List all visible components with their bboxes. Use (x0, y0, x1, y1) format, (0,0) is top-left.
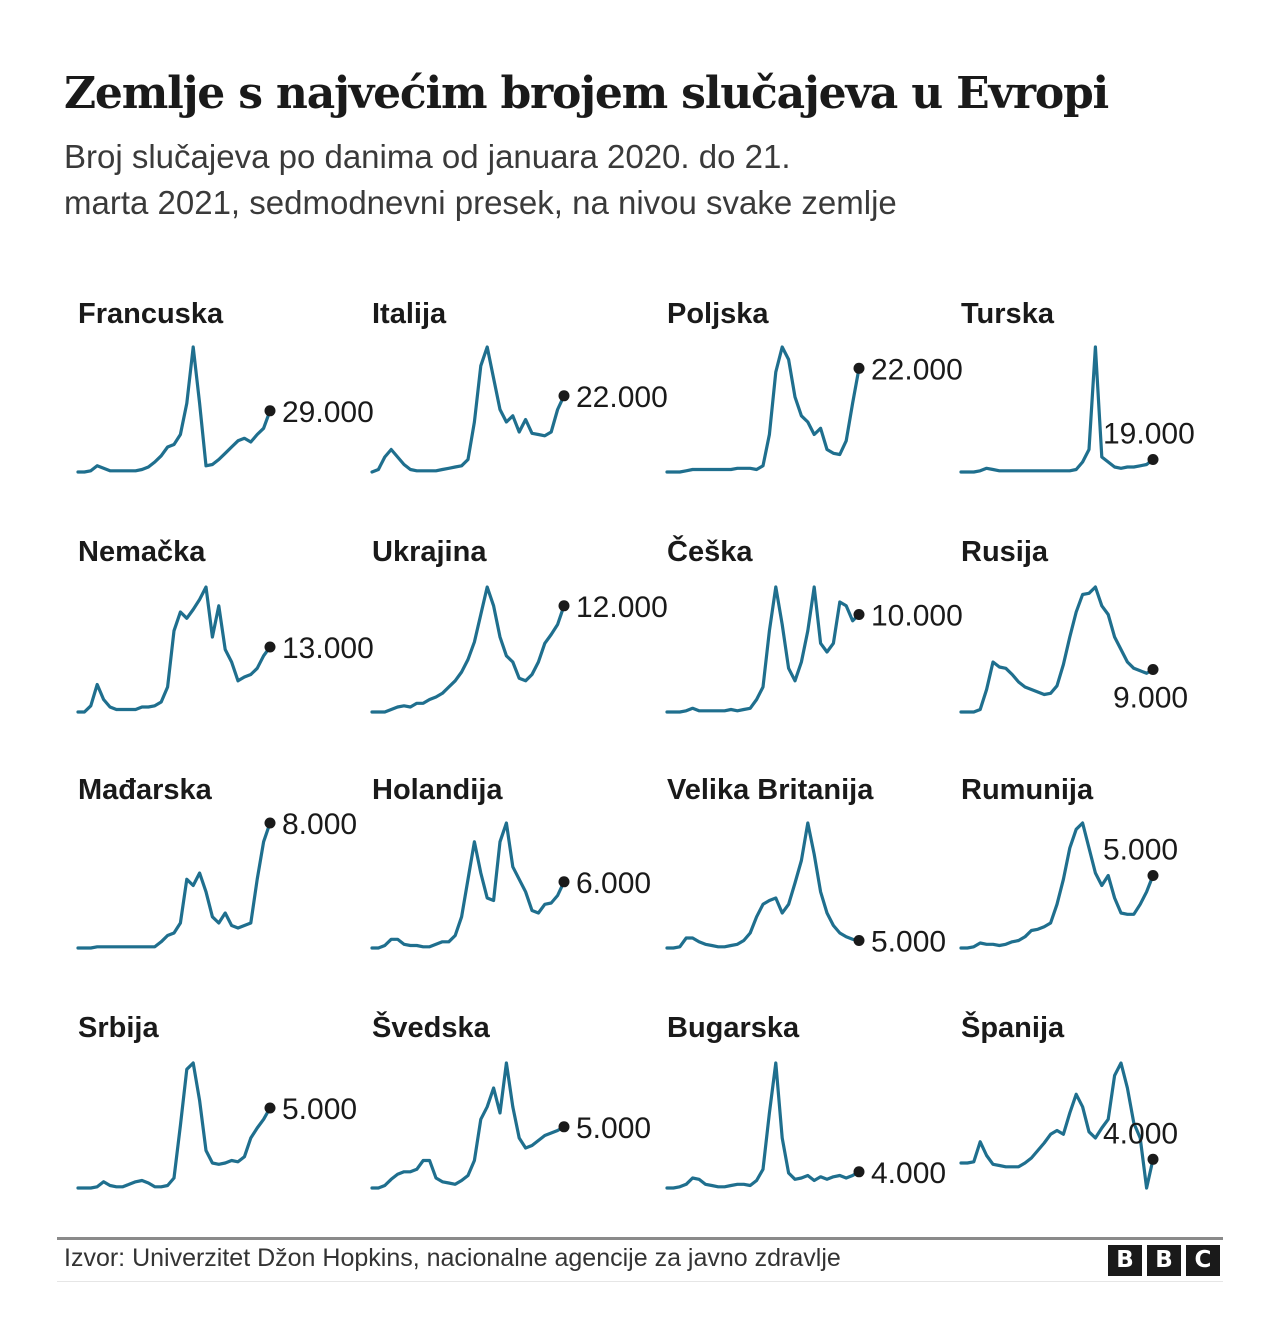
end-value-label: 19.000 (1103, 418, 1195, 451)
end-value-label: 13.000 (282, 632, 374, 665)
end-value-label: 5.000 (871, 926, 946, 959)
chart-title: Zemlje s najvećim brojem slučajeva u Evr… (64, 68, 1109, 119)
end-value-label: 6.000 (576, 867, 651, 900)
end-point-dot (264, 641, 276, 653)
panel-title: Turska (961, 298, 1054, 330)
subtitle-line-2: marta 2021, sedmodnevni presek, na nivou… (64, 184, 897, 221)
end-value-label: 9.000 (1113, 682, 1188, 715)
series-line (76, 345, 272, 474)
panel-title: Ukrajina (372, 536, 487, 568)
end-value-label: 4.000 (871, 1157, 946, 1190)
end-value-label: 10.000 (871, 600, 963, 633)
end-value-label: 4.000 (1103, 1117, 1178, 1150)
end-value-label: 22.000 (576, 381, 668, 414)
end-value-label: 12.000 (576, 591, 668, 624)
series-line (370, 1061, 566, 1190)
panel-title: Velika Britanija (667, 774, 874, 806)
series-line (76, 1061, 272, 1190)
end-point-dot (1147, 1153, 1159, 1165)
end-point-dot (264, 405, 276, 417)
end-point-dot (264, 1102, 276, 1114)
bbc-logo-letter: B (1147, 1245, 1181, 1276)
panel-title: Švedska (372, 1012, 490, 1044)
end-point-dot (558, 600, 570, 612)
series-line (370, 345, 566, 474)
panel-title: Mađarska (78, 774, 212, 806)
end-point-dot (558, 390, 570, 402)
end-point-dot (1147, 664, 1159, 675)
panel-title: Rusija (961, 536, 1049, 568)
bbc-logo-letter: C (1186, 1245, 1220, 1276)
panel-title: Poljska (667, 298, 769, 330)
footer-divider (57, 1237, 1223, 1240)
panel-title: Rumunija (961, 774, 1094, 806)
series-line (959, 345, 1155, 474)
end-point-dot (558, 876, 570, 888)
panel-title: Italija (372, 298, 447, 330)
end-value-label: 8.000 (282, 808, 357, 841)
end-value-label: 5.000 (576, 1112, 651, 1145)
bbc-logo-letter: B (1108, 1245, 1142, 1276)
end-value-label: 5.000 (1103, 834, 1178, 867)
series-line (959, 585, 1155, 714)
end-point-dot (1147, 454, 1159, 465)
end-point-dot (264, 817, 276, 829)
end-point-dot (853, 935, 865, 946)
panel-title: Nemačka (78, 536, 206, 568)
series-line (370, 821, 566, 950)
panel-title: Češka (667, 536, 753, 568)
panel-title: Francuska (78, 298, 224, 330)
panel-title: Holandija (372, 774, 503, 806)
panel-title: Španija (961, 1012, 1065, 1044)
chart-subtitle: Broj slučajeva po danima od januara 2020… (64, 134, 1164, 226)
series-line (76, 821, 272, 950)
end-point-dot (1147, 870, 1159, 881)
panel-title: Bugarska (667, 1012, 800, 1044)
series-line (76, 585, 272, 714)
end-value-label: 29.000 (282, 396, 374, 429)
source-note: Izvor: Univerzitet Džon Hopkins, naciona… (64, 1244, 841, 1272)
series-line (370, 585, 566, 714)
series-line (665, 821, 861, 950)
series-line (665, 345, 861, 474)
end-value-label: 5.000 (282, 1093, 357, 1126)
series-line (665, 1061, 861, 1190)
footer-bottom-divider (57, 1281, 1223, 1282)
series-line (959, 821, 1155, 950)
subtitle-line-1: Broj slučajeva po danima od januara 2020… (64, 138, 791, 175)
end-point-dot (853, 362, 865, 374)
panel-title: Srbija (78, 1012, 159, 1044)
end-point-dot (853, 609, 865, 620)
bbc-logo: B B C (1108, 1245, 1220, 1276)
end-point-dot (558, 1121, 570, 1133)
end-point-dot (853, 1166, 865, 1178)
series-line (665, 585, 861, 714)
series-line (959, 1061, 1155, 1190)
end-value-label: 22.000 (871, 353, 963, 386)
